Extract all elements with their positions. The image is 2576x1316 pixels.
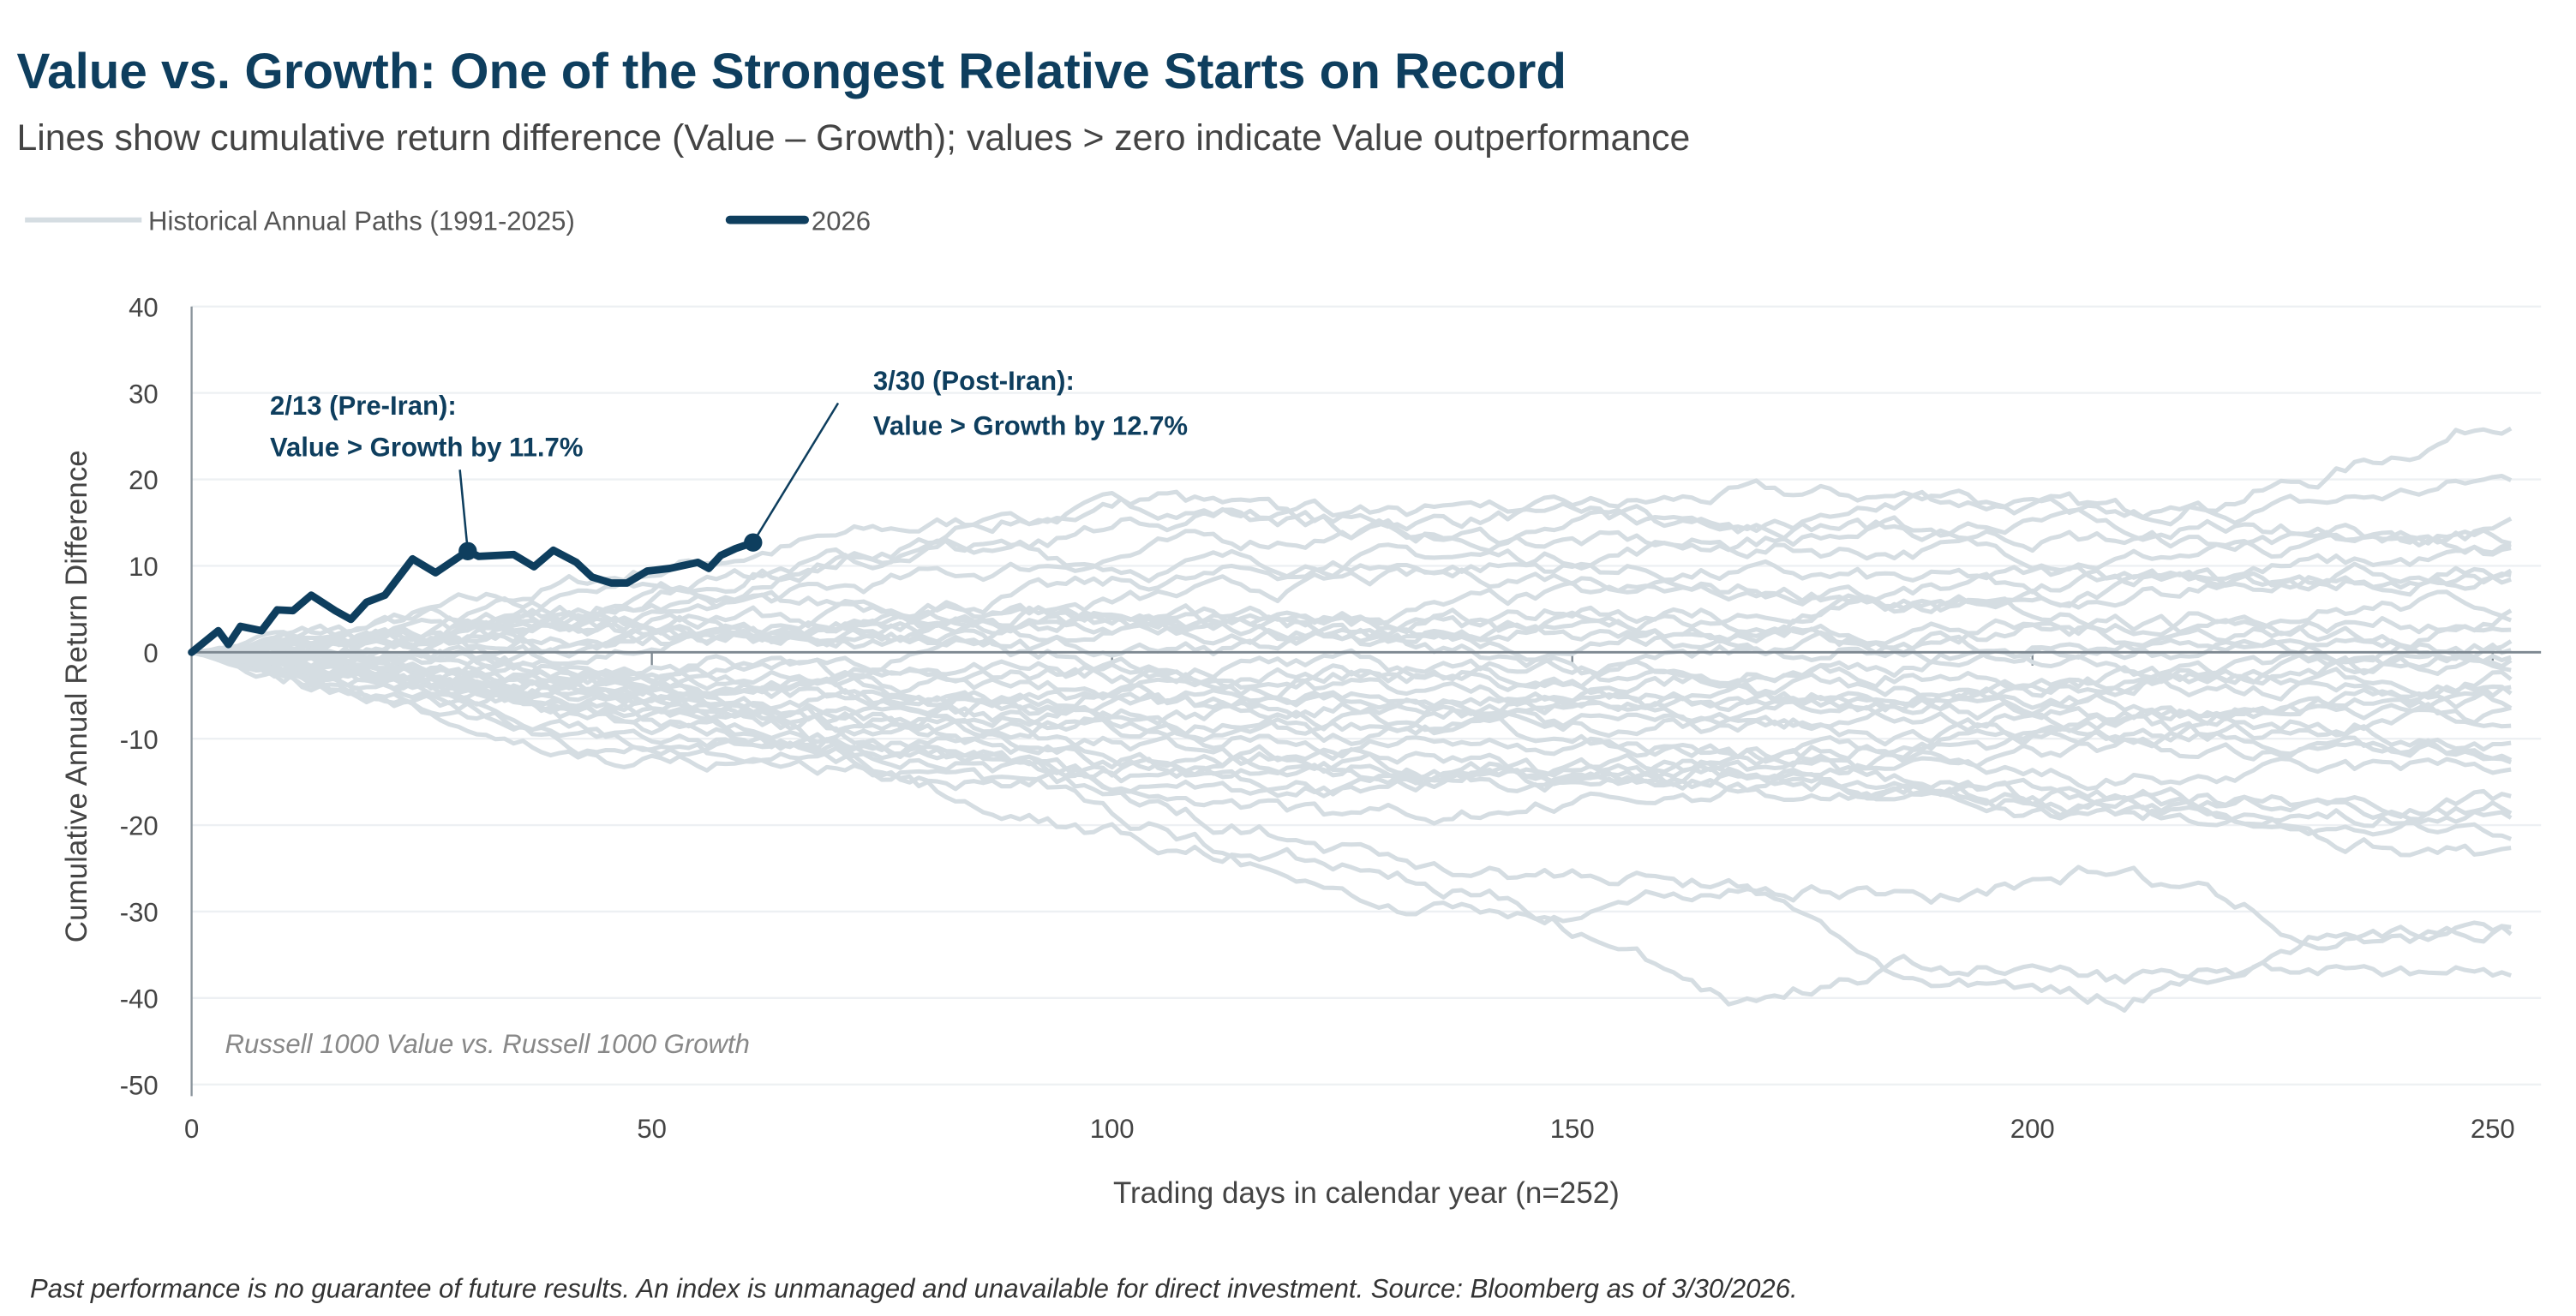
historical-path — [191, 649, 2512, 747]
y-tick-label: 20 — [129, 465, 159, 495]
annotation-leader-line — [752, 402, 840, 543]
x-tick-label: 100 — [1090, 1114, 1135, 1144]
y-tick-label: 30 — [129, 379, 159, 409]
x-tick-label: 50 — [637, 1114, 667, 1144]
historical-path — [191, 565, 2513, 659]
historical-path — [191, 648, 2513, 951]
historical-path — [191, 627, 2513, 769]
historical-path — [191, 649, 2512, 858]
annotation-pre-iran-line1: 2/13 (Pre-Iran): — [270, 391, 457, 421]
x-tick-label: 150 — [1550, 1114, 1595, 1144]
x-tick-label: 0 — [184, 1114, 199, 1144]
y-tick-label: 10 — [129, 552, 159, 582]
y-tick-label: -10 — [120, 725, 159, 755]
footer-disclaimer: Past performance is no guarantee of futu… — [30, 1274, 1798, 1304]
legend: Historical Annual Paths (1991-2025) 2026 — [25, 206, 871, 236]
historical-path — [191, 649, 2513, 822]
legend-2026-label: 2026 — [812, 206, 871, 236]
historical-path — [191, 649, 2513, 785]
y-tick-label: -40 — [120, 984, 159, 1014]
historical-path — [191, 615, 2513, 665]
annotation-pre-iran-line2: Value > Growth by 11.7% — [270, 433, 584, 463]
annotation-leader-line — [458, 470, 470, 552]
chart-subtitle: Lines show cumulative return difference … — [16, 117, 1690, 159]
historical-path — [190, 649, 2512, 799]
legend-historical-label: Historical Annual Paths (1991-2025) — [148, 206, 575, 236]
x-axis-label: Trading days in calendar year (n=252) — [1113, 1176, 1620, 1210]
y-axis-label: Cumulative Annual Return Difference — [60, 450, 93, 942]
annotation-post-iran-line2: Value > Growth by 12.7% — [873, 410, 1188, 440]
y-axis-ticks: 40 30 20 10 0 -10 -20 -30 -40 -50 — [120, 292, 159, 1100]
annotations: 2/13 (Pre-Iran): Value > Growth by 11.7%… — [270, 366, 1188, 560]
historical-path — [191, 426, 2513, 655]
x-tick-label: 250 — [2471, 1114, 2515, 1144]
y-tick-label: -50 — [120, 1070, 159, 1100]
historical-path — [191, 488, 2512, 660]
historical-path — [191, 544, 2512, 662]
historical-path — [191, 649, 2512, 729]
historical-path — [191, 517, 2513, 665]
index-note: Russell 1000 Value vs. Russell 1000 Grow… — [225, 1029, 749, 1059]
y-tick-label: -30 — [120, 898, 159, 928]
y-tick-label: 40 — [129, 292, 159, 322]
y-tick-label: -20 — [120, 811, 159, 841]
x-axis-ticks: 0 50 100 150 200 250 — [184, 652, 2515, 1144]
chart-title: Value vs. Growth: One of the Strongest R… — [16, 44, 1567, 99]
x-tick-label: 200 — [2010, 1114, 2055, 1144]
annotation-post-iran-line1: 3/30 (Post-Iran): — [873, 366, 1075, 396]
annotation-marker — [458, 541, 477, 560]
y-tick-label: 0 — [143, 638, 158, 668]
historical-path — [191, 646, 2512, 733]
historical-path — [191, 598, 2512, 655]
historical-paths — [190, 426, 2513, 1013]
annotation-marker — [744, 533, 763, 552]
historical-path — [191, 649, 2512, 1007]
